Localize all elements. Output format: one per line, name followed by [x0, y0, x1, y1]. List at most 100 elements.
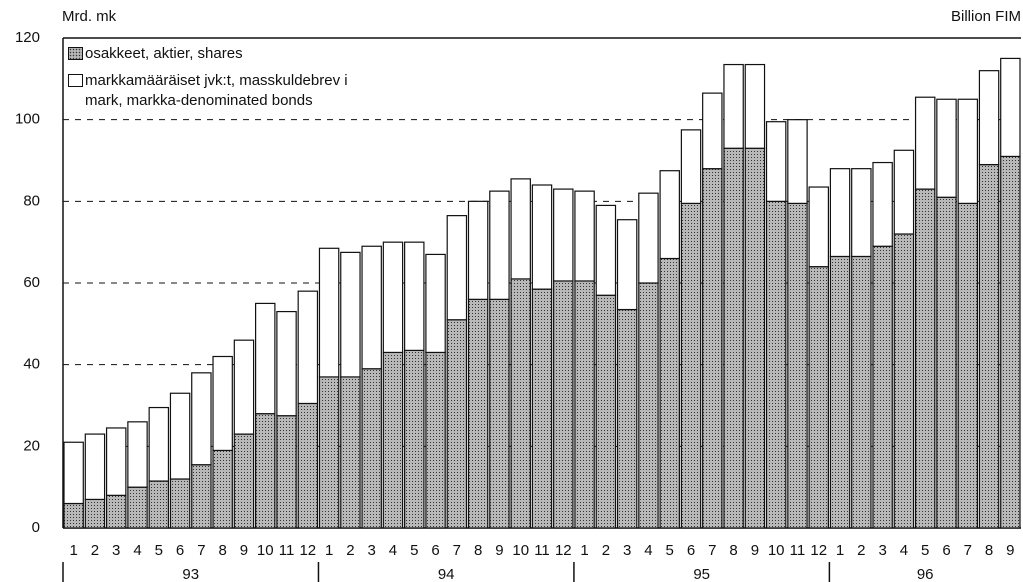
- x-tick-label: 3: [623, 542, 631, 559]
- bar-bonds: [765, 121, 787, 202]
- bar-bonds: [297, 290, 319, 405]
- x-tick-label: 10: [257, 542, 274, 559]
- x-tick-label: 2: [91, 542, 99, 559]
- bar-shares: [489, 298, 510, 529]
- bar-bonds: [361, 245, 382, 370]
- bar-bonds: [169, 392, 191, 480]
- x-tick-label: 1: [580, 542, 588, 559]
- bar-shares: [574, 280, 595, 529]
- x-tick-label: 6: [431, 542, 439, 559]
- bar-shares: [553, 280, 574, 529]
- x-tick-label: 3: [112, 542, 120, 559]
- bar-shares: [616, 308, 638, 529]
- bar-shares: [531, 288, 553, 529]
- x-tick-label: 5: [921, 542, 929, 559]
- x-tick-label: 11: [790, 542, 806, 559]
- y-tick-label: 80: [23, 192, 40, 209]
- bar-bonds: [553, 188, 574, 282]
- bar-shares: [84, 498, 106, 529]
- x-tick-label: 10: [512, 542, 529, 559]
- bar-bonds: [255, 302, 276, 415]
- x-tick-label: 9: [1006, 542, 1014, 559]
- bar-bonds: [318, 247, 340, 378]
- x-tick-label: 5: [666, 542, 674, 559]
- x-tick-label: 4: [644, 542, 652, 559]
- group-label: 94: [438, 566, 455, 582]
- x-tick-label: 9: [751, 542, 759, 559]
- x-tick-label: 7: [708, 542, 716, 559]
- x-tick-label: 12: [299, 542, 316, 559]
- bar-shares: [297, 402, 319, 529]
- x-tick-label: 8: [729, 542, 737, 559]
- bar-bonds: [191, 372, 212, 466]
- bar-bonds: [1000, 57, 1021, 158]
- bar-shares: [361, 368, 382, 529]
- bar-shares: [851, 255, 872, 529]
- x-tick-label: 5: [155, 542, 163, 559]
- bar-shares: [744, 147, 766, 529]
- bar-shares: [127, 486, 148, 529]
- x-tick-label: 12: [555, 542, 572, 559]
- bar-shares: [382, 351, 404, 529]
- legend-swatch: [68, 47, 83, 60]
- bar-shares: [404, 349, 425, 529]
- y-tick-label: 40: [23, 356, 40, 373]
- bar-bonds: [616, 219, 638, 311]
- bar-shares: [1000, 155, 1021, 529]
- bar-bonds: [702, 92, 723, 170]
- x-tick-label: 7: [197, 542, 205, 559]
- bar-shares: [680, 202, 702, 529]
- x-tick-label: 2: [346, 542, 354, 559]
- bar-bonds: [574, 190, 595, 282]
- bar-bonds: [510, 178, 531, 280]
- x-tick-label: 1: [325, 542, 333, 559]
- bar-shares: [233, 433, 255, 529]
- bar-shares: [723, 147, 744, 529]
- x-tick-label: 3: [368, 542, 376, 559]
- x-tick-label: 7: [964, 542, 972, 559]
- bar-shares: [276, 415, 297, 529]
- bar-bonds: [638, 192, 659, 284]
- legend-swatch: [68, 74, 83, 87]
- bar-bonds: [978, 70, 1000, 166]
- bar-bonds: [914, 96, 936, 190]
- bar-bonds: [531, 184, 553, 290]
- bar-bonds: [851, 168, 872, 258]
- bar-shares: [914, 188, 936, 529]
- bar-bonds: [340, 251, 361, 378]
- bar-bonds: [467, 200, 489, 300]
- x-tick-label: 6: [176, 542, 184, 559]
- x-tick-label: 11: [279, 542, 295, 559]
- bar-bonds: [84, 433, 106, 501]
- bar-bonds: [744, 63, 766, 149]
- bar-bonds: [276, 310, 297, 417]
- bar-bonds: [936, 98, 957, 198]
- bar-shares: [765, 200, 787, 529]
- x-tick-label: 10: [768, 542, 785, 559]
- x-tick-label: 9: [240, 542, 248, 559]
- x-tick-label: 9: [495, 542, 503, 559]
- bar-bonds: [105, 427, 127, 496]
- bar-shares: [212, 449, 233, 529]
- bar-shares: [638, 282, 659, 529]
- bar-bonds: [787, 119, 808, 204]
- x-tick-label: 5: [410, 542, 418, 559]
- legend-item: markkamääräiset jvk:t, masskuldebrev i m…: [68, 71, 438, 111]
- y-axis-label: Mrd. mk: [62, 8, 117, 25]
- bar-shares: [978, 163, 1000, 529]
- bar-bonds: [659, 170, 680, 260]
- x-tick-label: 4: [133, 542, 141, 559]
- bar-shares: [510, 278, 531, 529]
- bar-bonds: [148, 406, 170, 482]
- bar-shares: [787, 202, 808, 529]
- bar-bonds: [382, 241, 404, 354]
- bar-bonds: [404, 241, 425, 351]
- group-label: 95: [693, 566, 710, 582]
- bar-bonds: [595, 204, 617, 296]
- group-label: 93: [182, 566, 199, 582]
- bar-shares: [446, 319, 468, 529]
- bar-bonds: [63, 441, 84, 505]
- bar-shares: [63, 502, 84, 529]
